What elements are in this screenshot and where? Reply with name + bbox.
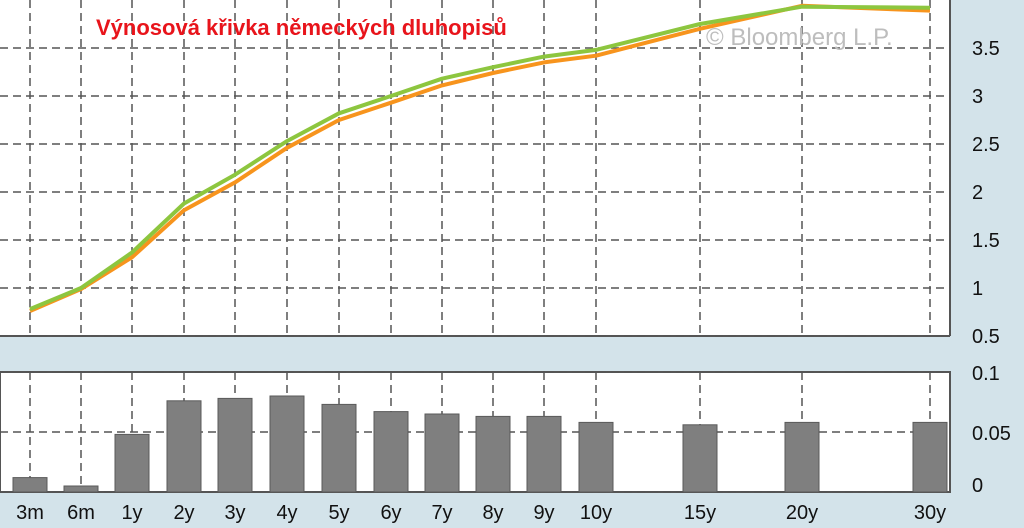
top-y-tick-label: 1 bbox=[972, 278, 983, 300]
bar-15y bbox=[682, 424, 718, 493]
x-tick-label: 20y bbox=[786, 502, 818, 524]
bar-1y bbox=[114, 433, 150, 493]
x-tick-label: 1y bbox=[121, 502, 142, 524]
x-tick-label: 10y bbox=[580, 502, 612, 524]
bar-4y bbox=[269, 395, 305, 493]
top-y-tick-label: 1.5 bbox=[972, 230, 1000, 252]
bar-6y bbox=[373, 411, 409, 493]
top-plot-area bbox=[0, 0, 950, 336]
x-tick-labels: 3m 6m 1y 2y 3y 4y 5y 6y 7y 8y 9y 10y 15y 20y 30y bbox=[16, 502, 946, 524]
bar-6m bbox=[63, 485, 99, 493]
x-tick-label: 7y bbox=[431, 502, 452, 524]
bar-20y bbox=[784, 421, 820, 493]
bar-2y bbox=[166, 400, 202, 493]
bottom-y-tick-label: 0.1 bbox=[972, 363, 1000, 385]
watermark: © Bloomberg L.P. bbox=[706, 24, 893, 51]
chart-title: Výnosová křivka německých dluhopisů bbox=[96, 15, 507, 40]
series-line-0 bbox=[29, 4, 931, 311]
x-tick-label: 9y bbox=[533, 502, 554, 524]
x-tick-label: 8y bbox=[482, 502, 503, 524]
yield-change-bars bbox=[12, 395, 948, 493]
yield-lines bbox=[29, 3, 931, 313]
bar-3m bbox=[12, 477, 48, 493]
series-line-1 bbox=[29, 3, 931, 313]
top-y-tick-labels: 0.5 1 1.5 2 2.5 3 3.5 bbox=[972, 38, 1000, 348]
bar-5y bbox=[321, 403, 357, 493]
x-tick-label: 2y bbox=[173, 502, 194, 524]
x-tick-label: 6m bbox=[67, 502, 95, 524]
x-tick-label: 30y bbox=[914, 502, 946, 524]
bar-8y bbox=[475, 415, 511, 493]
bottom-y-tick-label: 0.05 bbox=[972, 423, 1011, 445]
bar-30y bbox=[912, 421, 948, 493]
x-tick-label: 3m bbox=[16, 502, 44, 524]
bottom-y-tick-labels: 0 0.05 0.1 bbox=[972, 363, 1011, 497]
top-y-tick-label: 2.5 bbox=[972, 134, 1000, 156]
x-tick-label: 5y bbox=[328, 502, 349, 524]
top-y-tick-label: 3 bbox=[972, 86, 983, 108]
bar-9y bbox=[526, 415, 562, 493]
x-tick-label: 6y bbox=[380, 502, 401, 524]
bar-7y bbox=[424, 413, 460, 493]
bottom-y-tick-label: 0 bbox=[972, 475, 983, 497]
bar-3y bbox=[217, 397, 253, 493]
top-y-tick-label: 0.5 bbox=[972, 326, 1000, 348]
x-tick-label: 15y bbox=[684, 502, 716, 524]
bar-10y bbox=[578, 421, 614, 493]
x-tick-label: 3y bbox=[224, 502, 245, 524]
x-tick-label: 4y bbox=[276, 502, 297, 524]
top-y-tick-label: 2 bbox=[972, 182, 983, 204]
top-y-tick-label: 3.5 bbox=[972, 38, 1000, 60]
